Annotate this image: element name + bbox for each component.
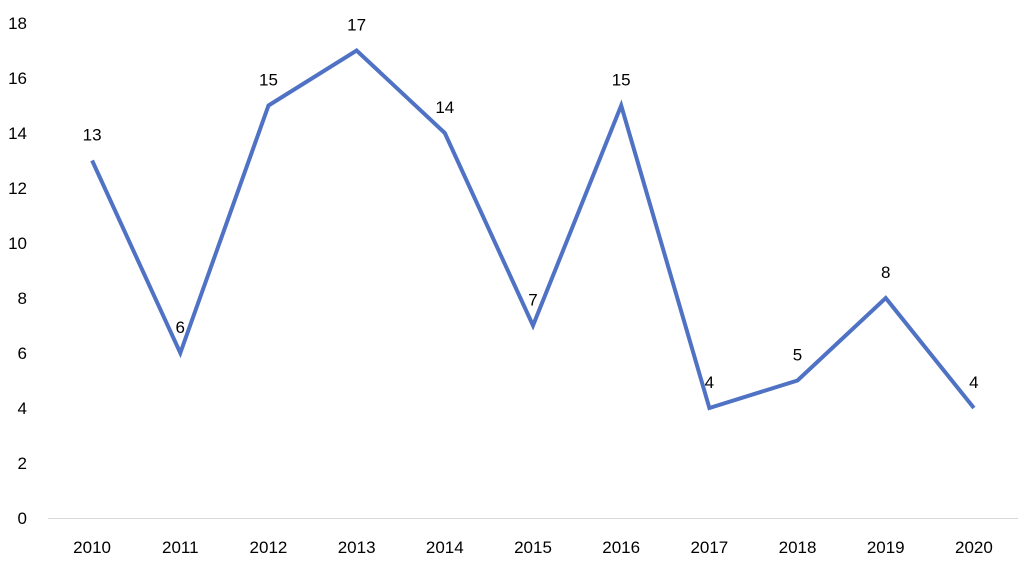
x-tick-label: 2019: [867, 538, 905, 557]
data-label: 15: [612, 71, 631, 90]
data-label: 17: [347, 16, 366, 35]
x-tick-label: 2015: [514, 538, 552, 557]
data-label: 6: [176, 318, 185, 337]
data-label: 15: [259, 71, 278, 90]
y-tick-label: 2: [18, 454, 27, 473]
data-label: 8: [881, 263, 890, 282]
y-axis-tick-labels: 0 2 4 6 8 10 12 14 16 18: [8, 14, 27, 528]
x-tick-label: 2020: [955, 538, 993, 557]
y-tick-label: 0: [18, 509, 27, 528]
series-line: [90, 47, 976, 411]
y-tick-label: 12: [8, 179, 27, 198]
y-tick-label: 10: [8, 234, 27, 253]
y-tick-label: 14: [8, 124, 27, 143]
x-tick-label: 2018: [779, 538, 817, 557]
x-axis-tick-labels: 2010 2011 2012 2013 2014 2015 2016 2017 2018 2019…: [73, 538, 993, 557]
data-labels: 13 6 15 17 14 7 15 4 5 8 4: [83, 16, 979, 393]
y-tick-label: 6: [18, 344, 27, 363]
x-tick-label: 2013: [338, 538, 376, 557]
data-label: 13: [83, 126, 102, 145]
data-label: 5: [793, 346, 802, 365]
data-label: 4: [705, 373, 714, 392]
data-label: 7: [528, 291, 537, 310]
x-tick-label: 2012: [250, 538, 288, 557]
data-label: 14: [435, 98, 454, 117]
x-tick-label: 2016: [602, 538, 640, 557]
y-tick-label: 8: [18, 289, 27, 308]
x-tick-label: 2017: [690, 538, 728, 557]
x-tick-label: 2014: [426, 538, 464, 557]
x-tick-label: 2010: [73, 538, 111, 557]
y-tick-label: 4: [18, 399, 27, 418]
y-tick-label: 16: [8, 69, 27, 88]
data-label: 4: [969, 373, 978, 392]
y-tick-label: 18: [8, 14, 27, 33]
x-tick-label: 2011: [162, 538, 199, 557]
